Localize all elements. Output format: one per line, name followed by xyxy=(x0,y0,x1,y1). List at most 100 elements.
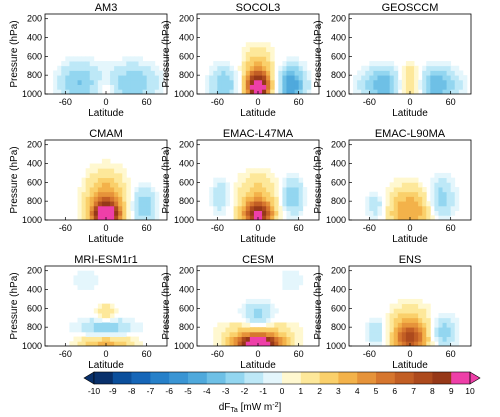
heatmap-cell xyxy=(410,336,415,342)
heatmap-cell xyxy=(410,215,415,220)
heatmap-cell xyxy=(422,75,427,81)
heatmap-cell xyxy=(262,215,267,220)
heatmap-cell xyxy=(81,177,87,183)
heatmap-cell xyxy=(73,275,78,281)
heatmap-cell xyxy=(405,61,411,67)
heatmap-cell xyxy=(389,322,395,328)
heatmap-cell xyxy=(286,75,291,81)
heatmap-cell xyxy=(270,308,275,314)
heatmap-cell xyxy=(245,341,251,346)
heatmap-cell xyxy=(118,187,123,193)
heatmap-cell xyxy=(101,182,107,188)
heatmap-cell xyxy=(101,322,107,328)
heatmap-cell xyxy=(110,308,115,314)
heatmap-cell xyxy=(253,172,259,179)
heatmap-cell xyxy=(77,284,82,290)
heatmap-cell xyxy=(93,317,99,323)
heatmap-cell xyxy=(278,205,283,211)
heatmap-cell xyxy=(401,65,407,71)
heatmap-cell xyxy=(249,308,255,314)
heatmap-cell xyxy=(249,89,255,94)
heatmap-cell xyxy=(97,84,103,90)
heatmap-cell xyxy=(134,210,139,216)
heatmap-cell xyxy=(266,46,271,53)
heatmap-cell xyxy=(245,210,251,216)
heatmap-cell xyxy=(282,196,287,202)
heatmap-cell xyxy=(85,341,91,346)
heatmap-cell xyxy=(405,210,411,216)
heatmap-cell xyxy=(97,89,103,94)
heatmap-cell xyxy=(270,65,275,71)
y-axis-label: Pressure (hPa) xyxy=(313,146,324,213)
heatmap-cell xyxy=(213,182,218,188)
heatmap-cell xyxy=(434,65,439,71)
heatmap-cell xyxy=(422,187,427,193)
heatmap-cell xyxy=(389,79,395,85)
heatmap-cell xyxy=(134,61,139,67)
heatmap-cell xyxy=(274,215,279,220)
heatmap-cell xyxy=(110,79,115,85)
heatmap-cell xyxy=(385,317,391,323)
heatmap-cell xyxy=(405,317,411,323)
heatmap-cell xyxy=(294,65,300,71)
y-tick-label: 400 xyxy=(331,285,346,295)
heatmap-cell xyxy=(217,65,222,71)
heatmap-cell xyxy=(57,75,62,81)
heatmap-cell xyxy=(385,187,391,193)
heatmap-cell xyxy=(410,177,415,183)
heatmap-cell xyxy=(134,70,139,76)
heatmap-cell xyxy=(249,75,255,81)
x-tick-label: 60 xyxy=(142,349,152,359)
x-tick-label: 60 xyxy=(446,349,456,359)
heatmap-cell xyxy=(110,341,115,346)
heatmap-cell xyxy=(405,79,411,85)
heatmap-cell xyxy=(249,341,255,346)
heatmap-cell xyxy=(138,322,143,328)
heatmap-cell xyxy=(101,308,107,314)
colorbar-tick-label: 0 xyxy=(280,386,285,396)
heatmap-cell xyxy=(258,298,263,305)
heatmap-cell xyxy=(418,191,423,197)
heatmap-cell xyxy=(282,61,287,67)
heatmap-cell xyxy=(438,201,443,207)
heatmap-cell xyxy=(249,172,255,179)
heatmap-cell xyxy=(422,210,427,216)
heatmap-cell xyxy=(130,322,135,328)
heatmap-cell xyxy=(134,322,139,328)
heatmap-cell xyxy=(286,56,291,62)
heatmap-cell xyxy=(245,187,251,193)
heatmap-cell xyxy=(229,89,234,94)
heatmap-cell xyxy=(93,322,99,328)
heatmap-cell xyxy=(77,191,82,197)
y-tick-label: 600 xyxy=(27,51,42,61)
heatmap-cell xyxy=(414,303,419,309)
heatmap-cell xyxy=(245,89,251,94)
heatmap-cell xyxy=(369,205,374,211)
heatmap-cell xyxy=(361,79,366,85)
heatmap-cell xyxy=(434,205,439,211)
heatmap-cell xyxy=(130,65,135,71)
heatmap-cell xyxy=(286,182,291,188)
heatmap-cell xyxy=(266,56,271,62)
heatmap-cell xyxy=(81,215,87,220)
heatmap-cell xyxy=(282,191,287,197)
heatmap-cell xyxy=(434,79,439,85)
heatmap-cell xyxy=(458,89,464,94)
heatmap-cell xyxy=(237,327,243,333)
heatmap-field xyxy=(53,56,164,94)
heatmap-cell xyxy=(89,201,95,207)
heatmap-cell xyxy=(118,75,123,81)
heatmap-cell xyxy=(146,70,152,76)
heatmap-cell xyxy=(298,275,304,281)
heatmap-cell xyxy=(401,313,407,319)
heatmap-cell xyxy=(442,65,447,71)
heatmap-cell xyxy=(286,191,291,197)
heatmap-cell xyxy=(393,215,399,220)
heatmap-cell xyxy=(434,201,439,207)
heatmap-cell xyxy=(381,89,386,94)
colorbar-cells xyxy=(83,371,481,385)
heatmap-cell xyxy=(142,182,148,188)
heatmap-cell xyxy=(393,65,399,71)
heatmap-cell xyxy=(85,182,91,188)
